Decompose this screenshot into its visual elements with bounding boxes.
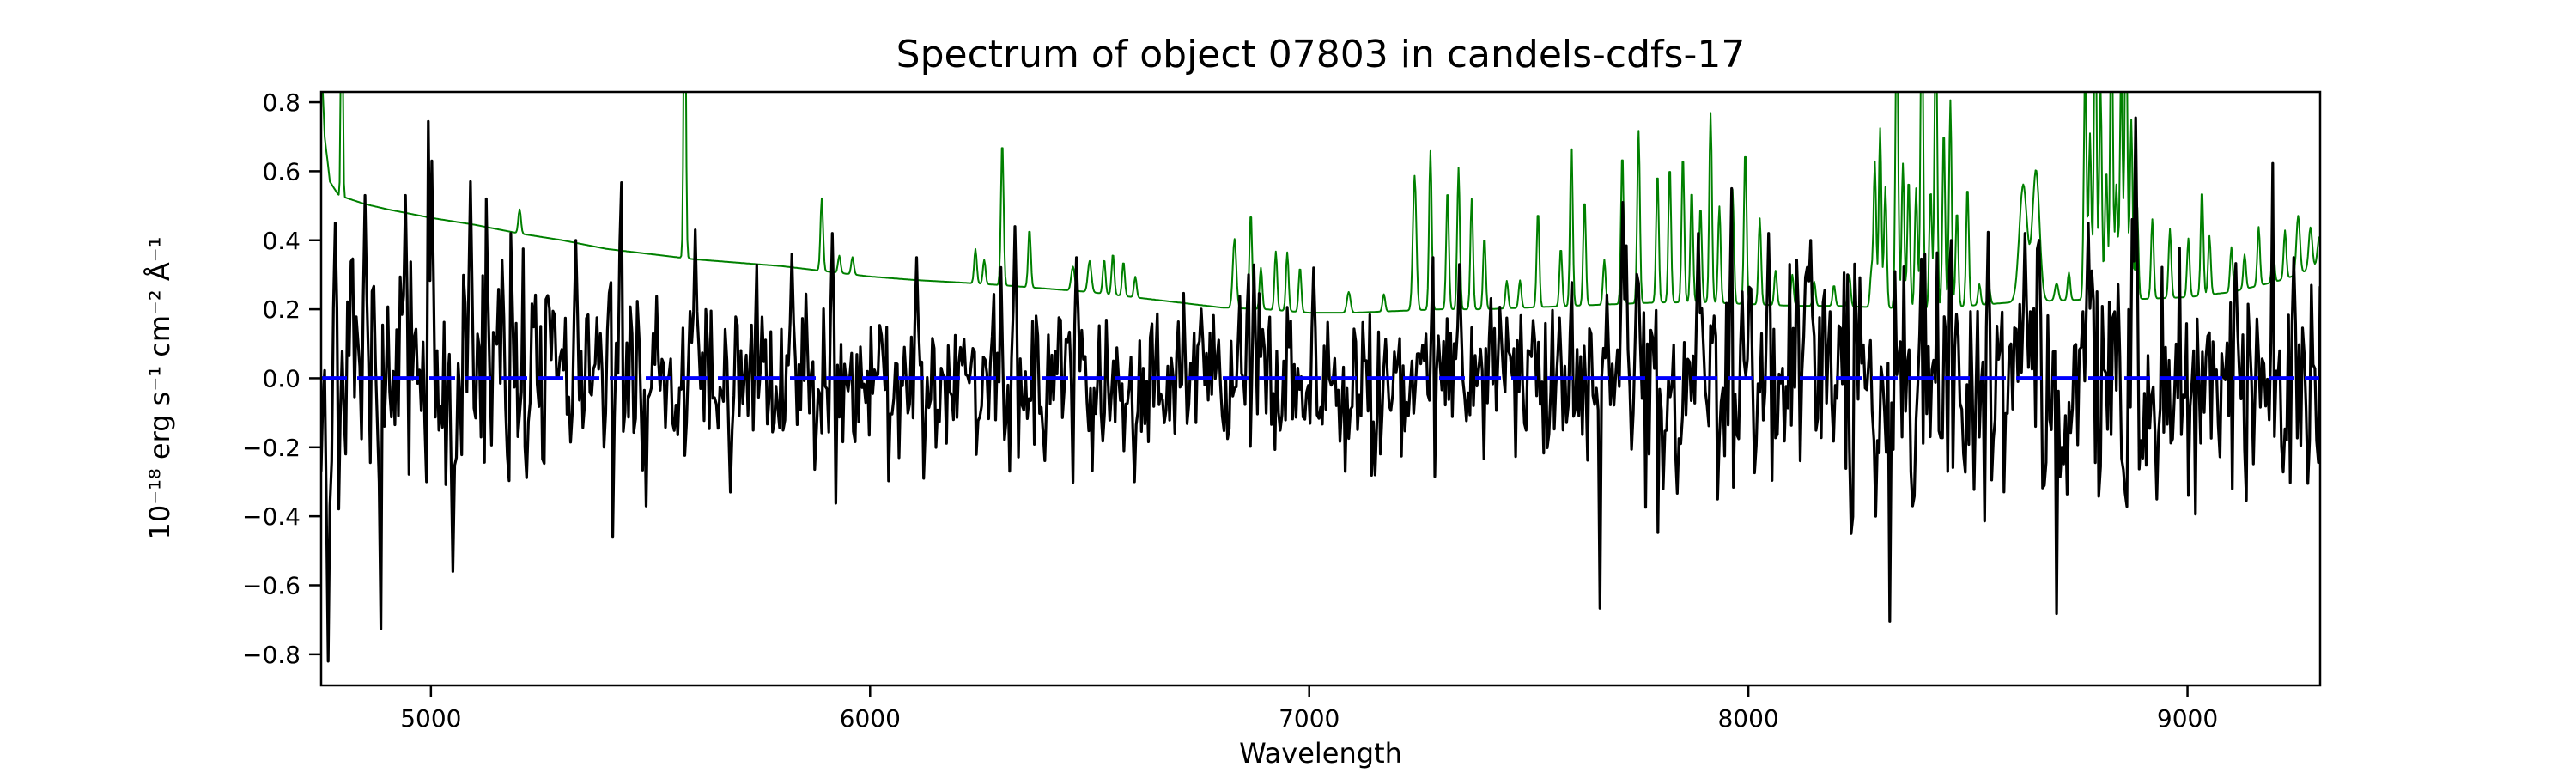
y-tick-label: 0.0: [262, 364, 301, 393]
y-tick-label: −0.6: [242, 571, 301, 600]
y-tick-label: −0.8: [242, 641, 301, 669]
y-axis-label: 10⁻¹⁸ erg s⁻¹ cm⁻² Å⁻¹: [143, 236, 176, 539]
x-tick-label: 5000: [400, 704, 461, 733]
chart-title: Spectrum of object 07803 in candels-cdfs…: [896, 33, 1746, 76]
x-tick-label: 8000: [1717, 704, 1778, 733]
x-axis-label: Wavelength: [1239, 737, 1402, 770]
y-tick-label: 0.6: [262, 157, 301, 186]
x-tick-label: 9000: [2157, 704, 2218, 733]
object-flux-spectrum: [321, 116, 2320, 663]
plot-frame: [319, 90, 2322, 687]
y-tick-label: −0.4: [242, 502, 301, 531]
tick-layer: 5000 6000 7000 8000 9000 −0.8 −0.6 −0.4 −0.2 0.0 0…: [242, 88, 2218, 733]
y-tick-label: 0.2: [262, 295, 301, 324]
series-layer: [321, 92, 2320, 663]
y-tick-label: 0.8: [262, 88, 301, 117]
x-tick-label: 7000: [1279, 704, 1340, 733]
y-tick-label: 0.4: [262, 227, 301, 255]
x-tick-label: 6000: [840, 704, 901, 733]
y-tick-label: −0.2: [242, 434, 301, 462]
